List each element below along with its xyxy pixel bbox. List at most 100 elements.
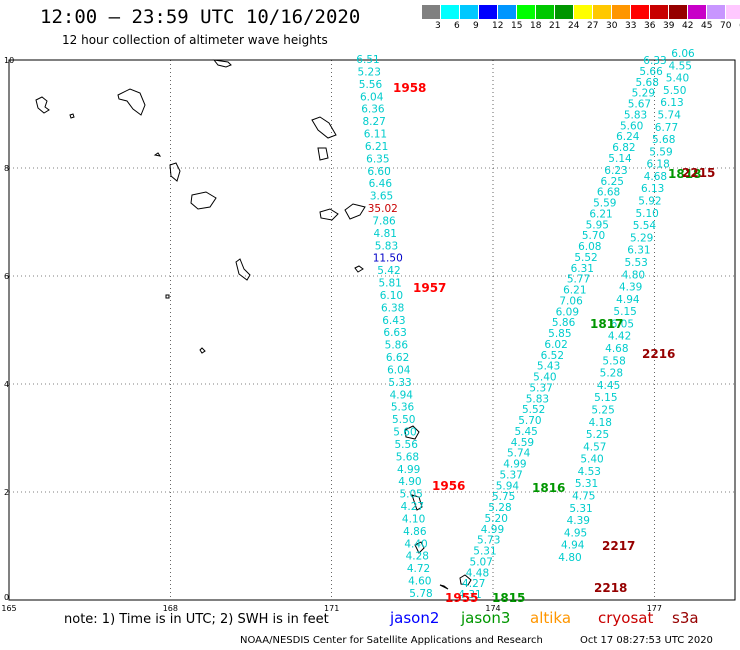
wave-height-value: 5.67	[628, 99, 651, 111]
wave-height-value: 5.83	[624, 109, 647, 121]
wave-height-value: 5.53	[624, 257, 647, 269]
island-outline	[311, 116, 337, 139]
grid-lines	[9, 60, 735, 600]
wave-height-value: 5.25	[586, 429, 609, 441]
color-scale-bar	[422, 5, 740, 19]
wave-height-value: 5.94	[496, 480, 520, 492]
island-outline	[35, 96, 50, 114]
wave-height-value: 6.52	[541, 350, 564, 362]
scale-label: 36	[644, 21, 656, 31]
wave-height-value: 4.39	[567, 515, 590, 527]
wave-height-value: 5.58	[602, 355, 625, 367]
wave-height-value: 5.50	[663, 85, 686, 97]
wave-height-value: 6.23	[604, 165, 627, 177]
wave-height-value: 5.42	[377, 265, 400, 277]
wave-height-value: 6.06	[671, 48, 695, 60]
wave-height-value: 6.68	[597, 187, 620, 199]
wave-height-value: 6.63	[383, 327, 406, 339]
wave-height-value: 5.33	[388, 377, 411, 389]
pass-time-label: 1958	[393, 81, 426, 95]
wave-height-value: 6.13	[641, 183, 664, 195]
wave-height-value: 5.68	[396, 451, 419, 463]
scale-label: 33	[625, 21, 637, 31]
wave-height-value: 5.95	[586, 219, 609, 231]
x-tick-label: 168	[163, 604, 178, 613]
wave-height-value: 4.48	[466, 567, 489, 579]
wave-height-value: 6.21	[589, 208, 612, 220]
wave-height-value: 5.60	[620, 120, 643, 132]
wave-height-value: 6.08	[578, 241, 601, 253]
wave-height-value: 5.40	[580, 454, 603, 466]
scale-label: 15	[511, 21, 523, 31]
wave-height-value: 4.75	[572, 491, 595, 503]
wave-height-value: 5.15	[594, 392, 617, 404]
generation-timestamp: Oct 17 08:27:53 UTC 2020	[580, 635, 713, 646]
scale-label: 27	[587, 21, 599, 31]
wave-height-value: 5.31	[575, 478, 598, 490]
wave-height-value: 6.60	[367, 166, 390, 178]
wave-height-value: 6.62	[386, 352, 409, 364]
wave-height-value: 8.27	[362, 116, 385, 128]
scale-swatch	[707, 5, 726, 19]
wave-height-value: 4.95	[564, 527, 587, 539]
wave-height-value: 5.07	[470, 556, 493, 568]
wave-height-value: 5.83	[526, 393, 549, 405]
wave-height-value: 5.20	[485, 513, 508, 525]
wave-height-value: 3.65	[370, 191, 393, 203]
scale-swatch	[536, 5, 555, 19]
scale-label: 70	[720, 21, 732, 31]
wave-height-value: 4.60	[408, 576, 431, 588]
wave-height-value: 4.42	[608, 331, 631, 343]
wave-height-value: 4.72	[407, 563, 430, 575]
scale-label: 6	[454, 21, 460, 31]
wave-height-value: 6.24	[616, 131, 640, 143]
wave-height-value: 5.85	[548, 328, 571, 340]
scale-swatch	[574, 5, 593, 19]
wave-height-value: 6.21	[365, 141, 388, 153]
pass-time-label: 1817	[590, 317, 623, 331]
scale-label: 42	[682, 21, 694, 31]
wave-height-value: 5.75	[492, 491, 515, 503]
scale-swatch	[631, 5, 650, 19]
island-outline	[404, 425, 420, 440]
wave-height-value: 5.86	[385, 340, 409, 352]
y-tick-label: 6	[4, 272, 9, 281]
wave-height-value: 6.31	[571, 263, 594, 275]
scale-swatch	[650, 5, 669, 19]
scale-label: 21	[549, 21, 561, 31]
wave-height-value: 6.82	[612, 142, 635, 154]
scale-label: 24	[568, 21, 580, 31]
y-tick-label: 10	[4, 56, 14, 65]
scale-label: 30	[606, 21, 618, 31]
scale-label: 3	[435, 21, 441, 31]
wave-height-value: 5.70	[518, 415, 541, 427]
wave-height-value: 5.60	[393, 427, 416, 439]
scale-label: 12	[492, 21, 504, 31]
wave-height-value: 7.06	[559, 295, 583, 307]
legend-entry-jason3: jason3	[461, 609, 511, 627]
map-frame	[8, 59, 736, 601]
scale-label: 45	[701, 21, 713, 31]
wave-height-value: 4.28	[406, 551, 429, 563]
scale-swatch	[688, 5, 707, 19]
wave-height-value: 5.43	[537, 361, 560, 373]
wave-height-value: 6.36	[361, 104, 385, 116]
wave-height-value: 7.86	[372, 215, 396, 227]
island-outline	[411, 494, 423, 511]
island-outline	[459, 574, 472, 586]
wave-height-value: 5.40	[533, 372, 556, 384]
island-outline	[117, 88, 146, 116]
wave-height-value: 4.99	[397, 464, 420, 476]
wave-height-value: 5.37	[499, 469, 522, 481]
island-outline	[344, 203, 366, 220]
legend-entry-jason2: jason2	[390, 609, 440, 627]
wave-height-value: 5.73	[477, 535, 500, 547]
y-tick-label: 0	[4, 593, 9, 602]
scale-label: 39	[663, 21, 675, 31]
island-outline	[165, 294, 170, 299]
wave-height-value: 4.90	[398, 476, 421, 488]
wave-height-value: 5.83	[375, 240, 398, 252]
scale-label: 18	[530, 21, 542, 31]
wave-height-value: 5.05	[399, 489, 422, 501]
wave-height-value: 4.94	[390, 389, 414, 401]
